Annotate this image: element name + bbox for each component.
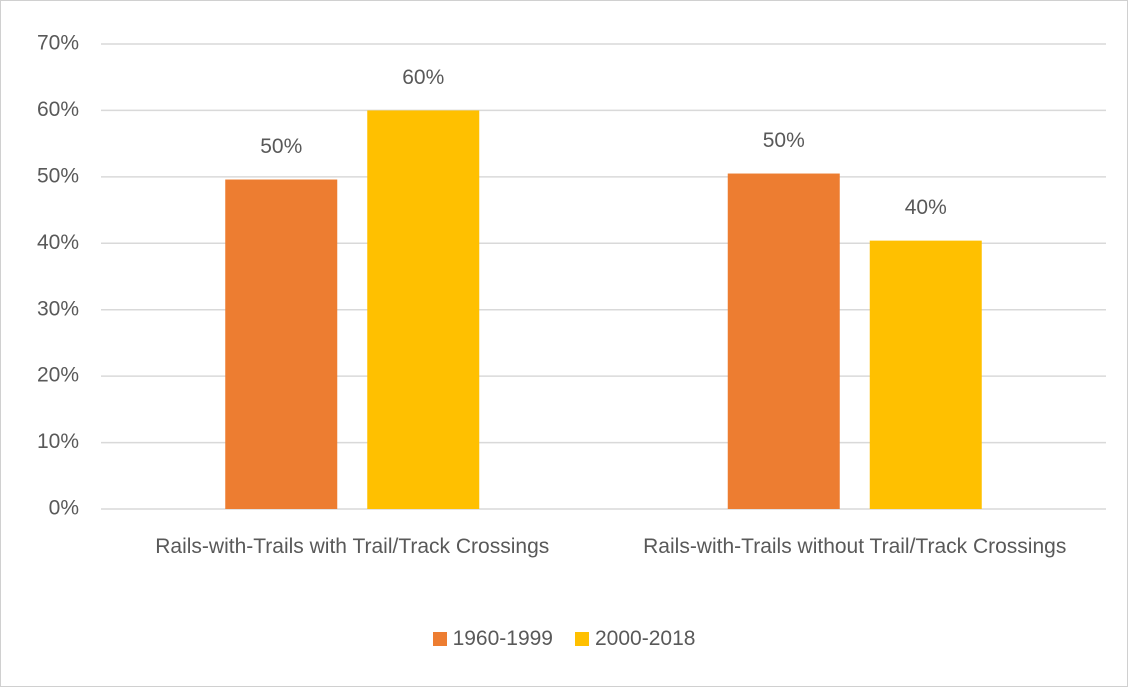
y-tick-label: 50% <box>37 164 79 187</box>
data-label: 50% <box>763 129 805 152</box>
legend-item: 1960-1999 <box>432 627 553 651</box>
bar <box>727 173 840 510</box>
y-tick-label: 70% <box>37 32 79 55</box>
data-label: 50% <box>260 135 302 158</box>
legend-item: 2000-2018 <box>575 627 695 651</box>
bar <box>225 179 338 509</box>
y-tick-label: 40% <box>37 231 79 254</box>
y-tick-label: 10% <box>37 430 79 453</box>
y-tick-label: 30% <box>37 297 79 320</box>
bar <box>367 110 480 509</box>
y-tick-label: 60% <box>37 98 79 121</box>
x-tick-label: Rails-with-Trails without Trail/Track Cr… <box>643 535 1067 558</box>
legend-label: 1960-1999 <box>452 627 553 650</box>
data-label: 40% <box>905 196 947 219</box>
legend-swatch <box>432 632 447 646</box>
bar <box>869 240 982 509</box>
x-tick-label: Rails-with-Trails with Trail/Track Cross… <box>155 535 550 558</box>
y-tick-label: 20% <box>37 364 79 387</box>
legend-label: 2000-2018 <box>595 627 696 650</box>
legend-swatch <box>575 632 589 646</box>
y-tick-label: 0% <box>49 497 79 520</box>
data-label: 60% <box>402 66 444 89</box>
legend: 1960-1999 2000-2018 <box>1 627 1127 651</box>
